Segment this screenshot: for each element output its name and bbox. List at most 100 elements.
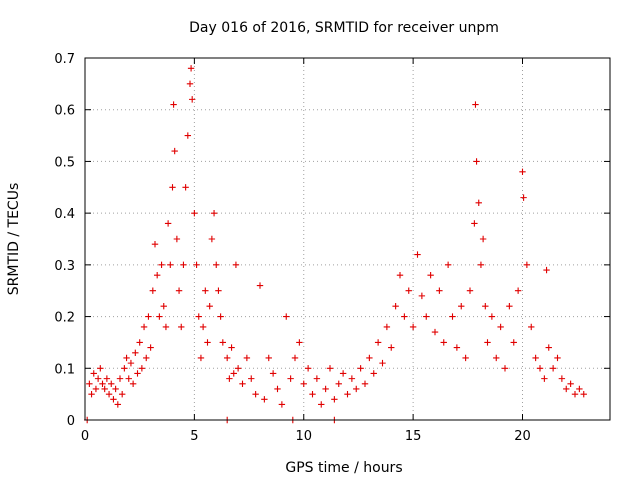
data-point (453, 344, 461, 351)
data-point (234, 365, 242, 372)
data-point (219, 339, 227, 346)
data-point (304, 365, 312, 372)
data-point (118, 390, 126, 398)
data-point (269, 370, 277, 377)
data-point (134, 370, 141, 377)
data-point (554, 354, 561, 362)
data-point (427, 272, 434, 279)
data-point (449, 313, 456, 320)
data-point (182, 184, 189, 191)
data-point (431, 328, 439, 336)
data-point (145, 313, 152, 320)
data-point (132, 349, 139, 356)
data-point (309, 390, 316, 398)
data-point (175, 287, 183, 294)
data-point (423, 313, 430, 320)
x-tick-label: 15 (405, 429, 422, 444)
x-axis-label: GPS time / hours (285, 460, 402, 476)
data-point (335, 380, 342, 387)
data-point (202, 287, 209, 294)
data-point (206, 303, 213, 310)
x-tick-label: 20 (514, 429, 531, 444)
data-point (519, 168, 526, 175)
data-point (125, 375, 132, 382)
data-point (510, 339, 517, 346)
data-point (379, 359, 386, 367)
data-point (357, 365, 364, 372)
data-point (208, 235, 216, 243)
data-point (261, 396, 268, 403)
y-tick-label: 0.2 (54, 311, 75, 326)
data-point (114, 401, 122, 408)
data-point (563, 385, 570, 393)
y-tick-label: 0.5 (54, 155, 75, 170)
data-point (129, 380, 137, 387)
data-point (215, 287, 222, 294)
data-point (116, 375, 124, 382)
data-point (383, 323, 391, 331)
data-point (187, 65, 195, 72)
data-point (482, 303, 489, 310)
data-point (99, 380, 106, 387)
data-point (197, 354, 205, 362)
data-point (440, 339, 447, 346)
data-point (97, 365, 104, 372)
data-point (180, 261, 187, 269)
data-point (326, 365, 334, 372)
data-point (94, 375, 102, 382)
data-point (105, 390, 113, 398)
data-point (558, 375, 566, 382)
data-point (186, 80, 194, 88)
data-point (473, 158, 480, 165)
data-point (543, 266, 550, 274)
data-point (388, 344, 395, 351)
data-point (274, 385, 281, 393)
data-point (103, 375, 111, 382)
data-point (361, 380, 369, 387)
data-point (436, 287, 443, 294)
data-point (545, 344, 552, 351)
grid (85, 58, 610, 420)
data-point (156, 313, 163, 320)
data-point (471, 220, 478, 227)
data-point (444, 261, 452, 269)
data-point (501, 365, 509, 372)
data-point (123, 354, 130, 362)
data-point (239, 380, 246, 387)
data-point (475, 199, 482, 206)
data-point (158, 261, 165, 269)
data-point (191, 209, 198, 217)
data-point (514, 287, 522, 294)
data-point (567, 380, 574, 387)
data-point (580, 390, 587, 398)
data-point (348, 375, 356, 382)
data-point (138, 365, 146, 372)
y-tick-label: 0.1 (54, 362, 75, 377)
data-point (322, 385, 329, 393)
y-tick-label: 0.4 (54, 207, 75, 222)
data-point (392, 303, 399, 310)
data-point (549, 365, 557, 372)
data-point (252, 390, 259, 398)
data-point (243, 354, 251, 362)
data-point (153, 272, 161, 279)
data-point (140, 323, 148, 331)
data-point (528, 323, 535, 331)
y-tick-label: 0.3 (54, 259, 75, 274)
data-point (291, 354, 299, 362)
data-point (110, 396, 117, 403)
data-point (484, 339, 491, 346)
y-tick-label: 0.7 (54, 52, 75, 67)
data-point (121, 365, 128, 372)
data-point (223, 354, 231, 362)
data-point (169, 184, 176, 191)
data-point (414, 251, 421, 258)
data-point (228, 344, 235, 351)
data-point (396, 272, 404, 279)
data-point (108, 380, 115, 387)
data-point (339, 370, 347, 377)
data-point (477, 261, 485, 269)
data-point (532, 354, 539, 362)
data-point (458, 303, 465, 310)
